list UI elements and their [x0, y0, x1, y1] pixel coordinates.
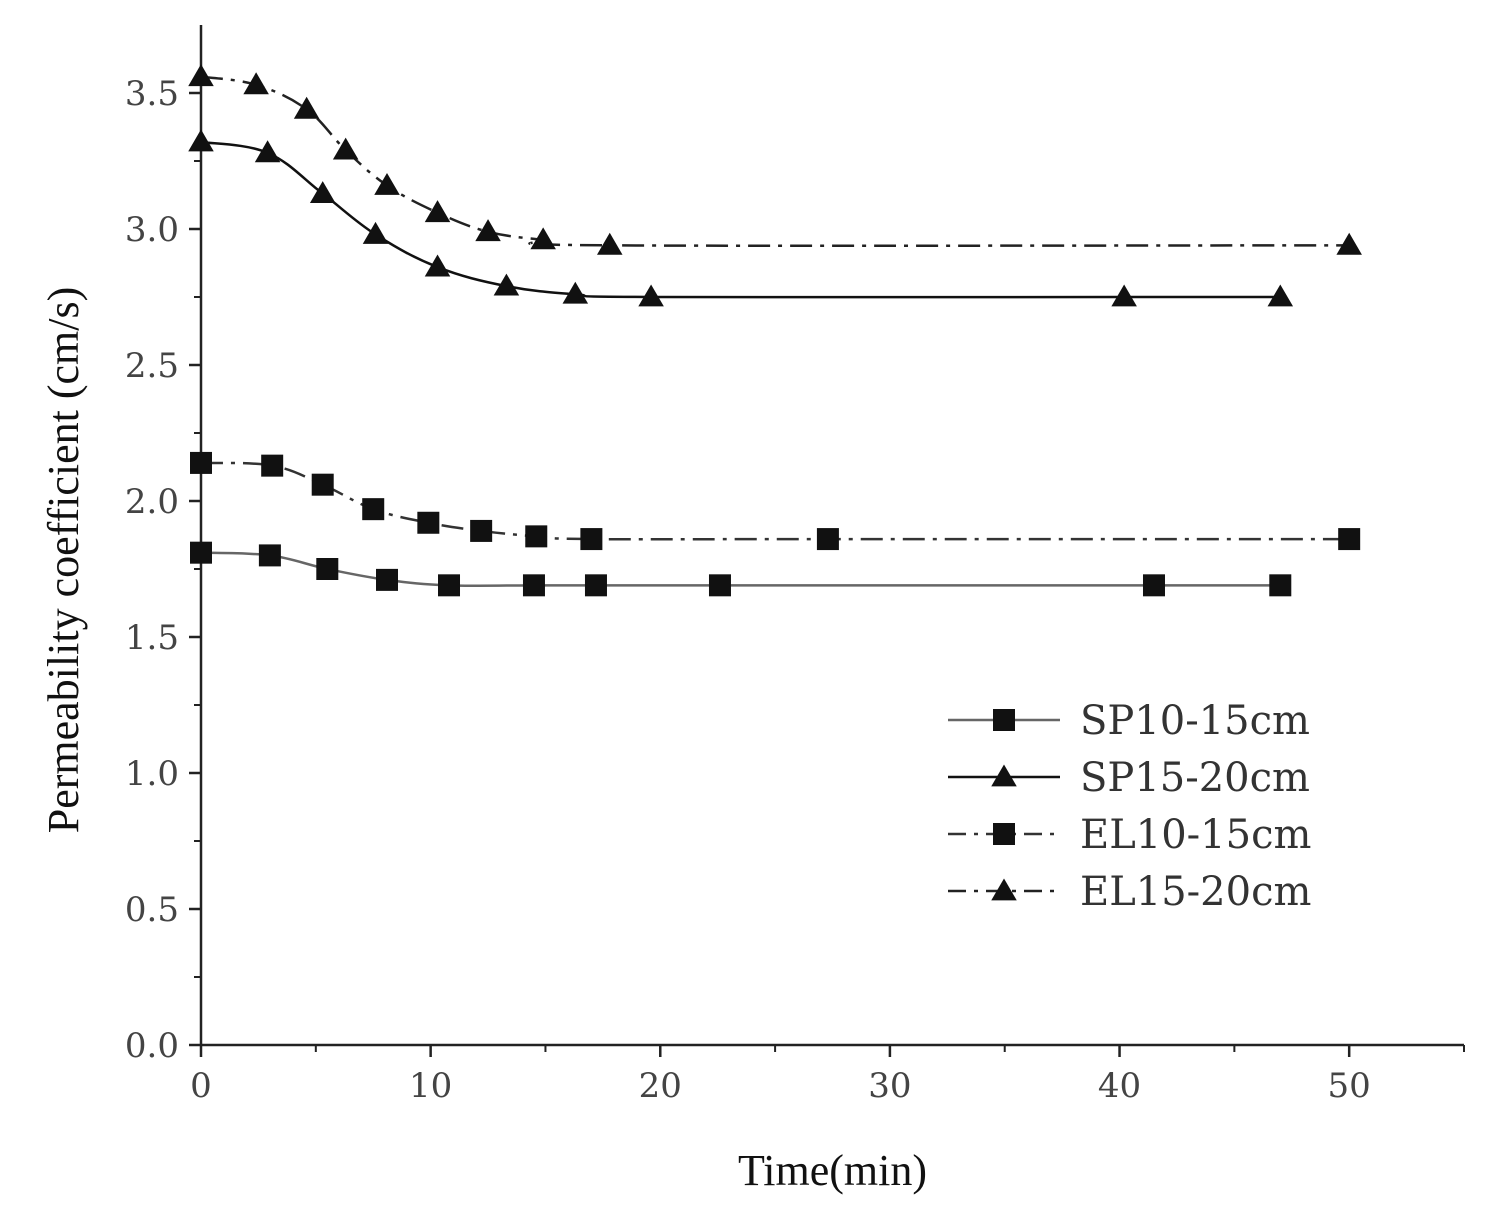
- y-tick-label: 3.0: [125, 210, 179, 250]
- series-line: [200, 140, 1281, 299]
- data-point: [522, 574, 545, 597]
- legend: SP10-15cm SP15-20cm EL10-15cm EL15-20cm: [948, 698, 1311, 915]
- data-point: [475, 219, 501, 242]
- data-point: [362, 498, 385, 521]
- data-point: [376, 568, 399, 591]
- data-point: [424, 200, 451, 223]
- data-point: [362, 221, 389, 244]
- data-point: [254, 140, 281, 163]
- legend-marker: [993, 823, 1015, 845]
- x-tick-label: 50: [1328, 1066, 1371, 1106]
- data-point: [261, 454, 284, 477]
- data-point: [470, 519, 493, 542]
- data-point: [190, 451, 212, 474]
- data-point: [530, 227, 556, 250]
- data-point: [1336, 232, 1362, 255]
- data-point: [596, 232, 623, 255]
- series-EL15-20cm: [188, 64, 1362, 255]
- x-tick-label: 30: [868, 1066, 911, 1106]
- x-axis-title: Time(min): [738, 1146, 927, 1195]
- legend-item: SP15-20cm: [948, 755, 1310, 801]
- legend-label: EL10-15cm: [1080, 812, 1311, 858]
- data-point: [258, 544, 281, 567]
- series-EL10-15cm: [190, 451, 1361, 551]
- data-point: [1142, 574, 1165, 597]
- data-point: [188, 64, 214, 87]
- y-tick-label: 3.5: [125, 74, 179, 114]
- series-line: [200, 551, 1281, 588]
- data-point: [190, 541, 212, 564]
- data-point: [525, 525, 548, 548]
- data-point: [1111, 284, 1137, 307]
- data-point: [493, 273, 520, 296]
- data-point: [816, 528, 839, 551]
- data-point: [332, 137, 359, 160]
- legend-marker: [993, 709, 1015, 731]
- data-point: [584, 574, 607, 597]
- legend-item: EL10-15cm: [948, 812, 1311, 858]
- legend-item: SP10-15cm: [948, 698, 1310, 744]
- data-point: [438, 574, 461, 597]
- data-point: [424, 254, 451, 277]
- legend-label: SP10-15cm: [1080, 698, 1310, 744]
- y-tick-label: 0.5: [125, 890, 179, 930]
- data-point: [316, 558, 339, 580]
- data-point: [638, 284, 664, 307]
- legend-item: EL15-20cm: [948, 869, 1311, 915]
- series-SP15-20cm: [188, 129, 1294, 307]
- x-tick-label: 20: [639, 1066, 682, 1106]
- x-tick-label: 10: [409, 1066, 452, 1106]
- data-point: [309, 181, 336, 204]
- legend-marker: [991, 764, 1017, 787]
- x-tick-label: 40: [1098, 1066, 1141, 1106]
- data-point: [293, 96, 320, 119]
- x-tick-label: 0: [190, 1066, 212, 1106]
- y-tick-label: 2.0: [125, 482, 179, 522]
- data-point: [562, 281, 589, 304]
- legend-label: SP15-20cm: [1080, 755, 1310, 801]
- data-point: [417, 511, 440, 534]
- y-tick-label: 2.5: [125, 346, 179, 386]
- data-point: [374, 172, 400, 195]
- data-point: [243, 72, 269, 95]
- series-line: [200, 75, 1350, 248]
- data-point: [1267, 284, 1294, 307]
- y-tick-label: 0.0: [125, 1026, 179, 1066]
- data-point: [1269, 574, 1292, 597]
- data-point: [708, 574, 731, 597]
- data-point: [188, 129, 214, 152]
- data-point: [1338, 528, 1361, 551]
- data-point: [311, 473, 334, 496]
- y-tick-label: 1.0: [125, 754, 179, 794]
- series-SP10-15cm: [190, 541, 1292, 597]
- y-tick-label: 1.5: [125, 618, 179, 658]
- series-group: [188, 64, 1362, 597]
- axes: 0 10 20 30 40 50 0.0 0.5 1.0 1.5 2.0 2.5 3.0 3.5: [125, 25, 1465, 1106]
- legend-label: EL15-20cm: [1080, 869, 1311, 915]
- legend-marker: [991, 878, 1017, 901]
- y-axis-title: Permeability coefficient (cm/s): [39, 287, 88, 834]
- data-point: [580, 528, 603, 551]
